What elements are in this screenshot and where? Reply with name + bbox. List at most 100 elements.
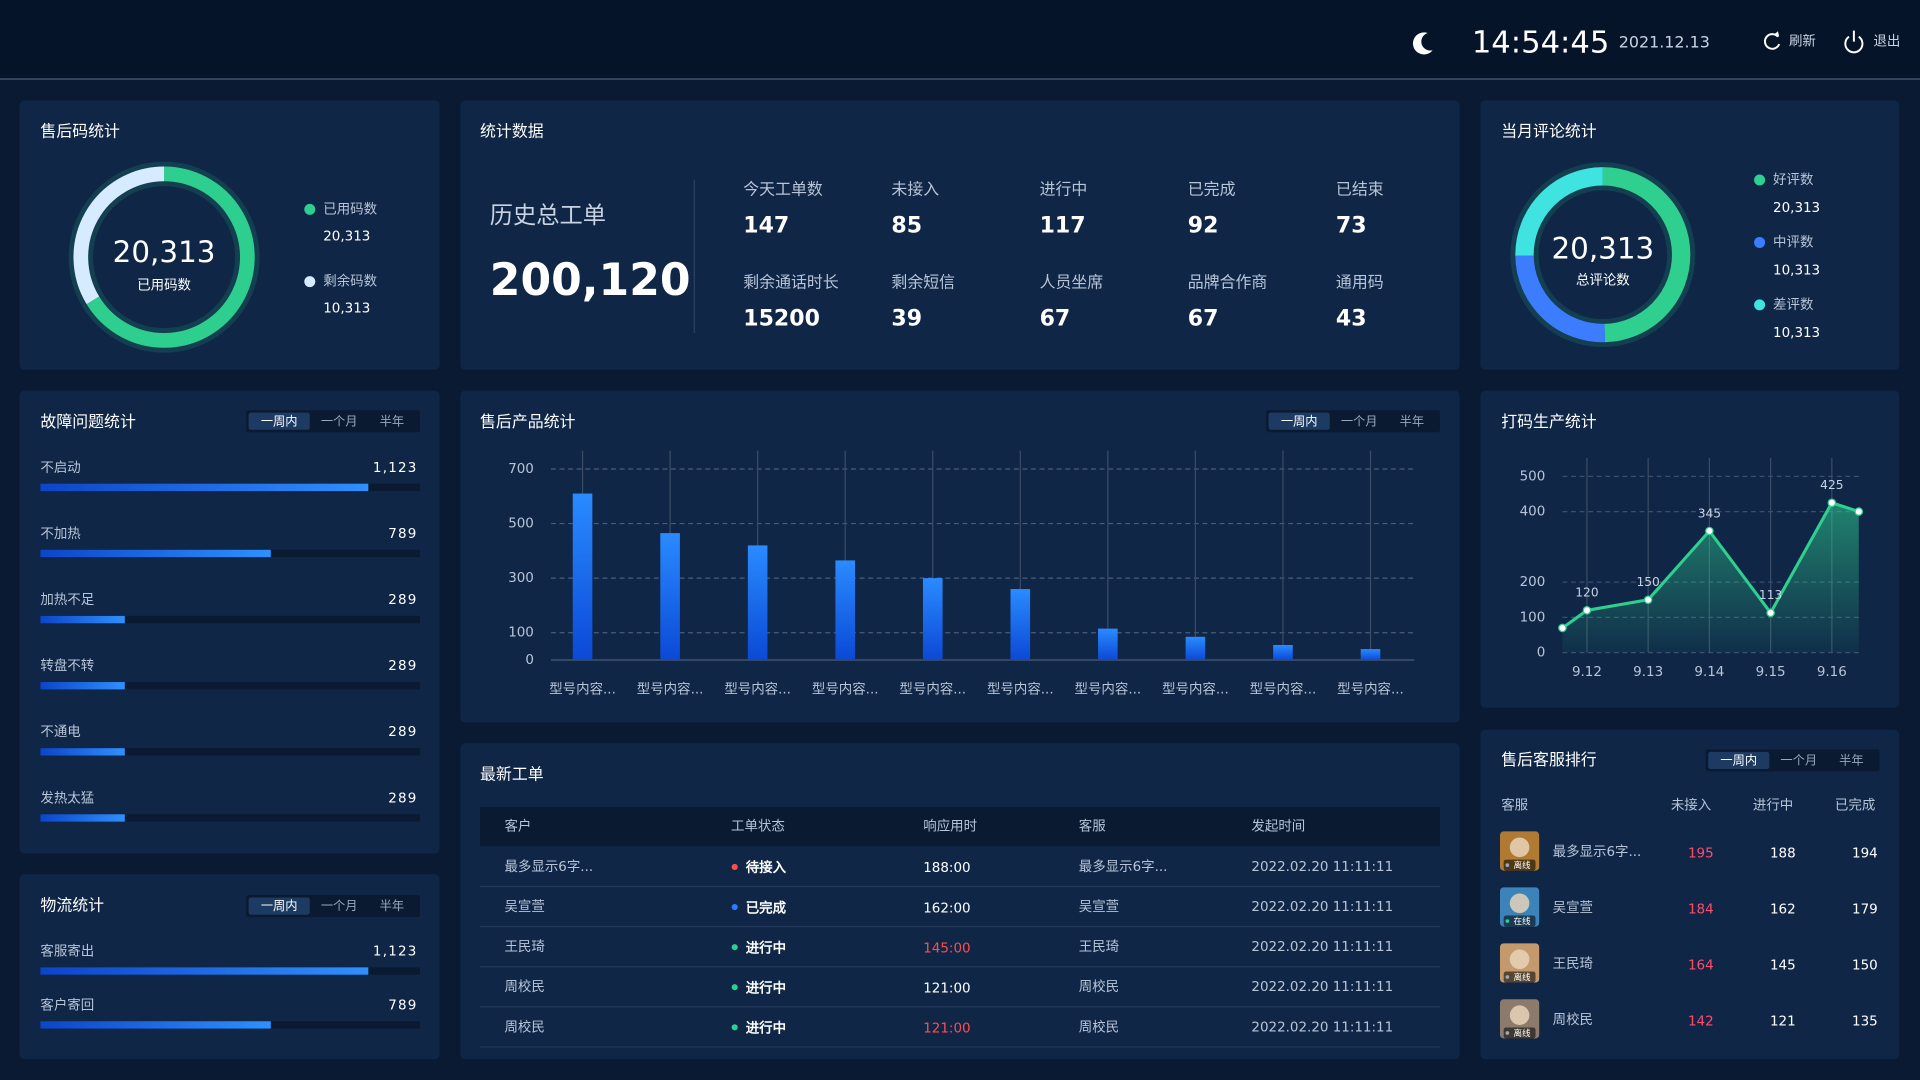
- tab[interactable]: 半年: [380, 899, 404, 913]
- column-header: 工单状态: [731, 819, 785, 835]
- data-label: 150: [1636, 575, 1659, 589]
- x-tick-label: 9.15: [1756, 665, 1786, 680]
- table-cell: 吴宣萱: [504, 899, 544, 915]
- x-tick-label: 型号内容...: [1075, 680, 1142, 697]
- bar-value: 289: [388, 791, 417, 806]
- bar-label: 客服寄出: [40, 942, 94, 959]
- table-cell: 周校民: [1079, 978, 1119, 995]
- x-tick-label: 型号内容...: [549, 680, 616, 697]
- response-time: 121:00: [923, 981, 970, 996]
- point: [1582, 606, 1592, 615]
- y-tick-label: 200: [1520, 575, 1546, 590]
- tab-active: [1708, 751, 1770, 769]
- refresh-label: 刷新: [1789, 34, 1816, 50]
- column-header: 进行中: [1753, 798, 1793, 814]
- panel: [460, 100, 1460, 370]
- stat-label: 人员坐席: [1040, 272, 1104, 291]
- column-header: 未接入: [1671, 797, 1711, 814]
- panel: [19, 100, 440, 370]
- table-cell: 最多显示6字...: [504, 858, 593, 875]
- column-header: 响应用时: [923, 818, 977, 835]
- tab-active: [248, 897, 310, 915]
- bar: [747, 545, 768, 660]
- status-badge: [1503, 859, 1536, 871]
- bar-label: 发热太猛: [40, 790, 94, 806]
- bar: [835, 560, 855, 660]
- x-tick-label: 9.13: [1633, 665, 1663, 680]
- stat-value: 15200: [743, 307, 820, 332]
- x-tick-label: 型号内容...: [899, 680, 966, 697]
- x-tick-label: 型号内容...: [1250, 680, 1317, 697]
- status-indicator: [1505, 919, 1510, 923]
- refresh-button[interactable]: 刷新: [1764, 31, 1816, 50]
- total-value: 200,120: [490, 255, 691, 306]
- stat-label: 已完成: [1188, 179, 1236, 198]
- x-tick-label: 型号内容...: [987, 680, 1054, 697]
- response-time: 188:00: [923, 861, 970, 876]
- tab[interactable]: 一个月: [1780, 754, 1817, 768]
- avatar-face: [1509, 949, 1530, 970]
- agent-name: 吴宣萱: [1553, 900, 1593, 916]
- tab[interactable]: 一周内: [261, 414, 298, 428]
- tab[interactable]: 一个月: [321, 414, 358, 428]
- agent-status: 在线: [1513, 915, 1531, 927]
- y-tick-label: 400: [1520, 505, 1546, 520]
- x-tick-label: 9.12: [1572, 665, 1602, 680]
- panel-title: 打码生产统计: [1501, 412, 1597, 431]
- tab[interactable]: 一个月: [1341, 414, 1378, 428]
- bar: [40, 615, 125, 624]
- agent-count: 179: [1852, 902, 1878, 917]
- agent-count: 121: [1770, 1014, 1796, 1029]
- table-cell: 周校民: [504, 1018, 544, 1035]
- bar: [1273, 644, 1293, 660]
- donut-center-value: 20,313: [113, 235, 216, 269]
- x-tick-label: 型号内容...: [724, 680, 791, 697]
- bar: [40, 748, 125, 756]
- legend-dot: [304, 203, 316, 215]
- bar-value: 1,123: [373, 461, 418, 476]
- status-badge: [1503, 1027, 1536, 1039]
- legend-value: 20,313: [323, 229, 370, 244]
- logout-button[interactable]: 退出: [1844, 30, 1900, 54]
- agent-count: 194: [1852, 846, 1878, 861]
- bar: [1010, 589, 1031, 660]
- bar-track: [40, 682, 420, 690]
- table-cell: 2022.02.20 11:11:11: [1251, 980, 1393, 995]
- tab[interactable]: 一个月: [321, 899, 358, 913]
- tab[interactable]: 半年: [1839, 754, 1863, 768]
- panel-title: 故障问题统计: [40, 412, 136, 431]
- agent-name: 周校民: [1553, 1011, 1593, 1028]
- agent-name: 最多显示6字...: [1553, 843, 1642, 860]
- tab[interactable]: 一周内: [1720, 754, 1757, 768]
- bar-track: [40, 615, 420, 624]
- bar: [40, 1021, 271, 1029]
- data-label: 345: [1698, 506, 1721, 520]
- agent-count: 164: [1688, 958, 1714, 973]
- status: 已完成: [746, 899, 787, 916]
- bar-value: 289: [388, 725, 417, 740]
- logout-label: 退出: [1873, 34, 1900, 50]
- tab[interactable]: 半年: [380, 414, 404, 428]
- y-tick-label: 300: [508, 571, 534, 586]
- tab-active: [1268, 412, 1330, 430]
- legend-dot: [1754, 236, 1766, 248]
- x-tick-label: 型号内容...: [637, 680, 704, 697]
- stat-value: 147: [743, 214, 789, 239]
- column-header: 客服: [1079, 818, 1106, 835]
- point: [1766, 608, 1775, 618]
- panel-title: 当月评论统计: [1501, 122, 1597, 141]
- bar-label: 客户寄回: [40, 996, 94, 1013]
- agent-status: 离线: [1513, 971, 1531, 983]
- tab[interactable]: 一周内: [1281, 414, 1318, 428]
- table-cell: 最多显示6字...: [1079, 858, 1168, 875]
- tab[interactable]: 一周内: [261, 899, 298, 913]
- status: 进行中: [746, 1020, 786, 1037]
- panel-title: 售后码统计: [40, 122, 120, 141]
- theme-toggle[interactable]: [1412, 32, 1433, 55]
- table-cell: 吴宣萱: [1079, 899, 1119, 915]
- point: [1705, 526, 1714, 536]
- tab[interactable]: 半年: [1400, 414, 1424, 428]
- agent-status: 离线: [1513, 859, 1531, 871]
- data-label: 113: [1759, 588, 1782, 602]
